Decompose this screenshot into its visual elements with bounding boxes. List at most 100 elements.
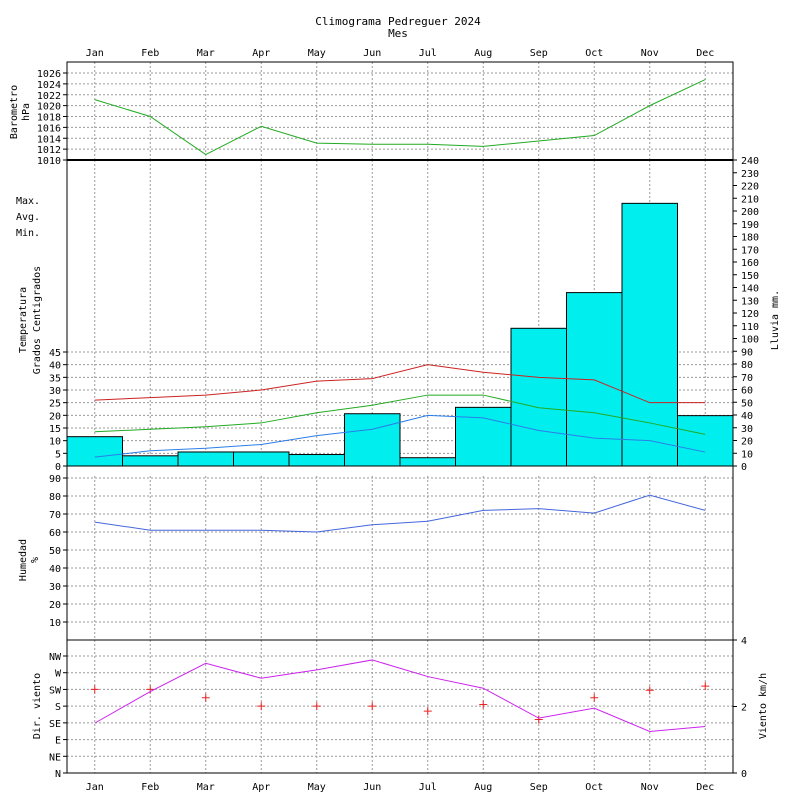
baro-tick-label: 1016 (37, 123, 61, 134)
x-tick-label-top: Sep (530, 48, 548, 59)
rain-tick-label: 80 (741, 360, 753, 371)
rain-bar (122, 455, 179, 467)
rain-bar (677, 415, 734, 467)
legend-min: Min. (16, 228, 40, 239)
max-temp-line (94, 364, 706, 404)
rain-tick-label: 10 (741, 449, 753, 460)
rain-tick-label: 180 (741, 233, 759, 244)
x-tick-label-bottom: Mar (197, 782, 215, 793)
wind-speed-line (94, 659, 706, 732)
wind-direction-point (423, 707, 432, 716)
rain-bar (233, 451, 290, 467)
avg-temp-line (94, 394, 706, 435)
temp-tick-label: 40 (49, 361, 61, 372)
rain-tick-label: 190 (741, 220, 759, 231)
hum-tick-label: 90 (49, 474, 61, 485)
x-tick-label-bottom: Apr (252, 782, 270, 793)
baro-tick-label: 1022 (37, 91, 61, 102)
wind-speed-tick-label: 0 (741, 769, 747, 780)
wind-speed-tick-label: 2 (741, 703, 747, 714)
x-tick-label-bottom: May (308, 782, 326, 793)
x-tick-label-top: Feb (141, 48, 159, 59)
rain-bar (621, 202, 678, 467)
rain-tick-label: 40 (741, 411, 753, 422)
rain-tick-label: 130 (741, 296, 759, 307)
pressure-line (94, 79, 706, 156)
rain-tick-label: 50 (741, 398, 753, 409)
x-tick-label-bottom: Nov (641, 782, 659, 793)
baro-tick-label: 1024 (37, 80, 61, 91)
rain-tick-label: 170 (741, 245, 759, 256)
hum-tick-label: 20 (49, 600, 61, 611)
wind-direction-point (201, 693, 210, 702)
x-tick-label-bottom: Sep (530, 782, 548, 793)
rain-bar (288, 454, 345, 467)
x-tick-label-bottom: Dec (696, 782, 714, 793)
x-tick-label-top: Aug (474, 48, 492, 59)
rain-bar (177, 451, 234, 467)
rain-tick-label: 110 (741, 322, 759, 333)
wind-dir-tick-label: W (55, 669, 62, 680)
hum-tick-label: 60 (49, 528, 61, 539)
rain-bar (455, 406, 512, 467)
rain-tick-label: 140 (741, 284, 759, 295)
rain-tick-label: 220 (741, 182, 759, 193)
x-tick-label-bottom: Jul (419, 782, 437, 793)
baro-tick-label: 1010 (37, 156, 61, 167)
rain-tick-label: 230 (741, 169, 759, 180)
x-tick-label-bottom: Oct (585, 782, 603, 793)
wind-direction-point (90, 685, 99, 694)
legend-avg: Avg. (16, 212, 40, 223)
x-tick-label-top: May (308, 48, 326, 59)
wind-dir-tick-label: E (55, 736, 61, 747)
x-tick-label-top: Jul (419, 48, 437, 59)
hum-tick-label: 50 (49, 546, 61, 557)
chart-title: Climograma Pedreguer 2024 (315, 15, 481, 28)
x-tick-label-top: Jun (363, 48, 381, 59)
hum-tick-label: 40 (49, 564, 61, 575)
baro-yunit: hPa (21, 103, 32, 121)
x-tick-label-top: Dec (696, 48, 714, 59)
wind-direction-point (479, 700, 488, 709)
baro-tick-label: 1026 (37, 69, 61, 80)
temp-tick-label: 20 (49, 411, 61, 422)
wind-dir-ylabel: Dir. viento (32, 673, 43, 739)
wind-dir-tick-label: SW (49, 685, 62, 696)
temp-tick-label: 25 (49, 399, 61, 410)
wind-dir-tick-label: NW (49, 652, 62, 663)
x-tick-label-bottom: Feb (141, 782, 159, 793)
rain-tick-label: 20 (741, 437, 753, 448)
temp-tick-label: 10 (49, 437, 61, 448)
wind-dir-tick-label: SE (49, 719, 61, 730)
hum-ylabel: Humedad (18, 539, 29, 581)
rain-tick-label: 150 (741, 271, 759, 282)
rain-tick-label: 210 (741, 194, 759, 205)
rain-tick-label: 90 (741, 347, 753, 358)
rain-bar (344, 413, 401, 467)
temp-tick-label: 15 (49, 424, 61, 435)
baro-ylabel: Barometro (9, 85, 20, 139)
rain-tick-label: 60 (741, 386, 753, 397)
rain-tick-label: 70 (741, 373, 753, 384)
wind-speed-ylabel: Viento km/h (758, 673, 769, 739)
hum-yunit: % (30, 557, 41, 563)
rain-tick-label: 200 (741, 207, 759, 218)
wind-direction-point (312, 702, 321, 711)
wind-direction-point (257, 702, 266, 711)
rain-tick-label: 0 (741, 462, 747, 473)
temp-ylabel: Temperatura (18, 287, 29, 353)
wind-direction-point (645, 686, 654, 695)
wind-dir-tick-label: NE (49, 752, 61, 763)
wind-dir-tick-label: S (55, 702, 61, 713)
rain-tick-label: 160 (741, 258, 759, 269)
baro-tick-label: 1012 (37, 145, 61, 156)
hum-tick-label: 30 (49, 582, 61, 593)
plot-frame (66, 61, 734, 774)
rain-tick-label: 30 (741, 424, 753, 435)
min-temp-line (94, 414, 706, 458)
wind-direction-point (146, 685, 155, 694)
rain-bar (66, 436, 123, 467)
baro-tick-label: 1020 (37, 102, 61, 113)
temp-tick-label: 45 (49, 348, 61, 359)
